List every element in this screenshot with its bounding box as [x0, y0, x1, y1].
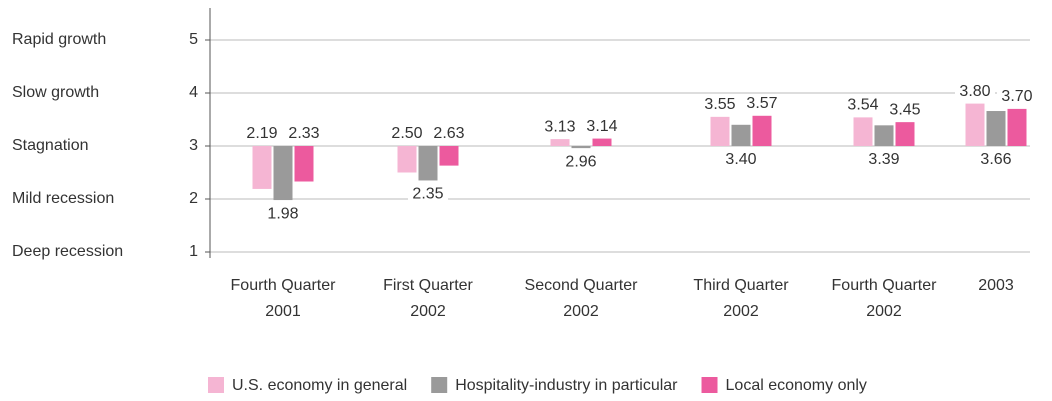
label-bg: [700, 95, 740, 114]
legend-label: Local economy only: [726, 377, 867, 394]
x-tick-label: Third Quarter: [693, 277, 789, 294]
bar: [1007, 108, 1027, 146]
bar: [592, 138, 612, 146]
bar: [965, 103, 985, 146]
y-tick-label: 4: [189, 84, 198, 101]
value-label: 3.80: [959, 83, 990, 100]
value-label: 2.35: [412, 186, 443, 203]
bar: [986, 111, 1006, 146]
value-label: 1.98: [267, 205, 298, 222]
legend-swatch: [431, 377, 448, 393]
bar: [874, 125, 894, 146]
value-label: 3.55: [704, 96, 735, 113]
y-level-label: Mild recession: [12, 190, 114, 207]
label-bg: [540, 118, 580, 137]
y-level-label: Stagnation: [12, 137, 89, 154]
y-tick-label: 2: [189, 190, 198, 207]
bar: [731, 124, 751, 146]
bar: [294, 146, 314, 182]
value-label: 2.96: [565, 153, 596, 170]
y-tick-label: 5: [189, 31, 198, 48]
label-bg: [263, 205, 303, 224]
label-bg: [976, 151, 1016, 169]
x-tick-label: 2003: [978, 277, 1014, 294]
bar: [418, 146, 438, 181]
bar: [397, 146, 417, 173]
x-tick-label: 2002: [723, 303, 759, 320]
x-tick-label: 2001: [265, 303, 301, 320]
x-tick-label: Fourth Quarter: [832, 277, 938, 294]
x-tick-label: Second Quarter: [525, 277, 639, 294]
bar: [273, 146, 293, 201]
value-label: 3.66: [980, 151, 1011, 168]
y-tick-label: 1: [189, 243, 198, 260]
label-bg: [721, 151, 761, 169]
bar: [710, 116, 730, 146]
legend-swatch: [701, 377, 718, 393]
label-bg: [885, 101, 925, 120]
value-label: 3.14: [586, 118, 617, 135]
bar: [439, 146, 459, 166]
label-bg: [561, 153, 601, 172]
value-label: 3.40: [725, 151, 756, 168]
value-label: 2.19: [246, 125, 277, 142]
bar: [752, 115, 772, 146]
label-bg: [864, 151, 904, 169]
label-bg: [997, 87, 1037, 106]
label-bg: [429, 125, 469, 143]
x-tick-label: Fourth Quarter: [231, 277, 337, 294]
value-label: 3.54: [847, 97, 878, 114]
y-level-label: Rapid growth: [12, 31, 106, 48]
value-label: 2.33: [288, 125, 319, 142]
y-tick-label: 3: [189, 137, 198, 154]
label-bg: [408, 185, 448, 204]
x-tick-label: 2002: [563, 303, 599, 320]
label-bg: [742, 94, 782, 113]
value-label: 2.50: [391, 125, 422, 142]
value-label: 3.13: [544, 118, 575, 135]
legend-label: Hospitality-industry in particular: [455, 377, 678, 394]
label-bg: [387, 125, 427, 143]
legend-swatch: [208, 377, 224, 393]
value-label: 3.57: [746, 95, 777, 112]
y-level-label: Slow growth: [12, 84, 99, 101]
label-bg: [955, 82, 995, 101]
value-label: 3.45: [889, 101, 920, 118]
value-label: 3.39: [868, 151, 899, 168]
x-tick-label: 2002: [410, 303, 446, 320]
label-bg: [284, 125, 324, 143]
value-label: 2.63: [433, 125, 464, 142]
y-level-label: Deep recession: [12, 243, 123, 260]
bar: [550, 139, 570, 146]
bar: [895, 122, 915, 146]
bar: [571, 146, 591, 149]
x-tick-label: First Quarter: [383, 277, 473, 294]
bar: [252, 146, 272, 189]
x-tick-label: 2002: [866, 303, 902, 320]
label-bg: [843, 96, 883, 115]
label-bg: [242, 125, 282, 143]
bar: [853, 117, 873, 146]
label-bg: [582, 117, 622, 136]
legend-label: U.S. economy in general: [232, 377, 407, 394]
value-label: 3.70: [1001, 88, 1032, 105]
